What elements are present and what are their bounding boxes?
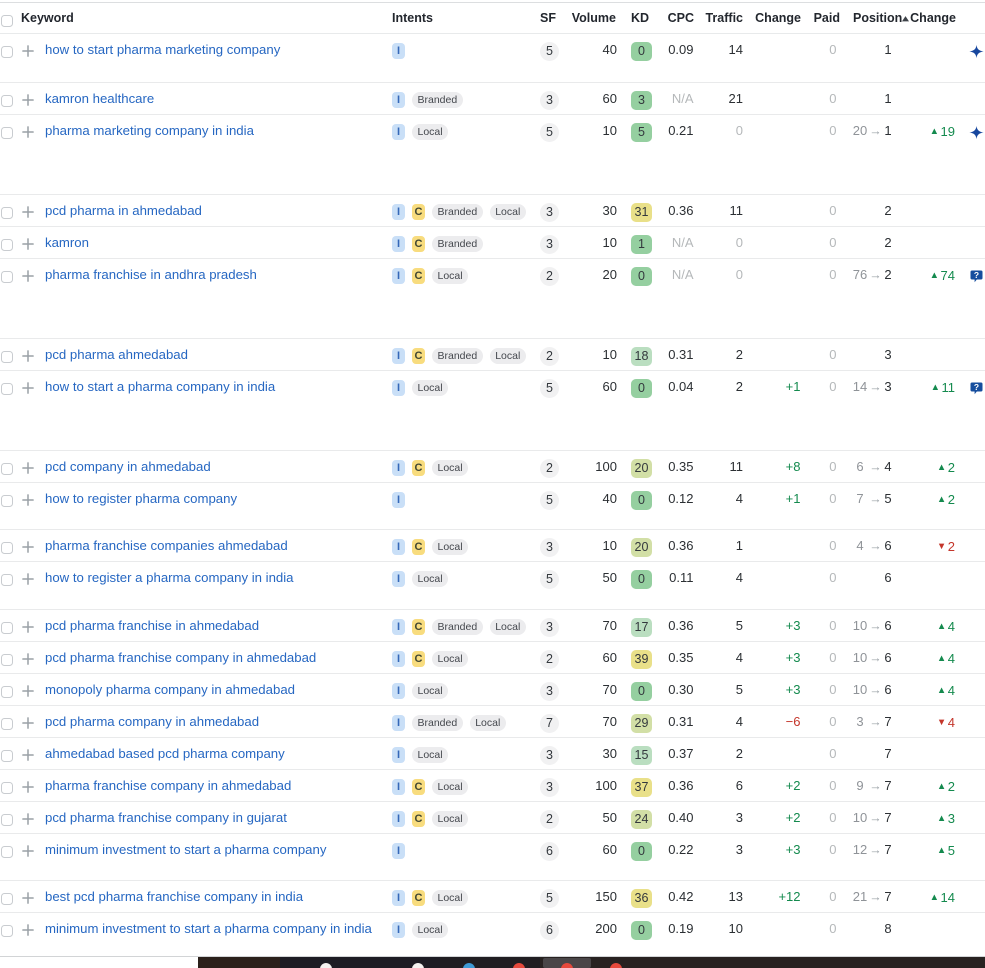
svg-text:?: ? <box>974 270 979 280</box>
svg-text:?: ? <box>974 382 979 392</box>
